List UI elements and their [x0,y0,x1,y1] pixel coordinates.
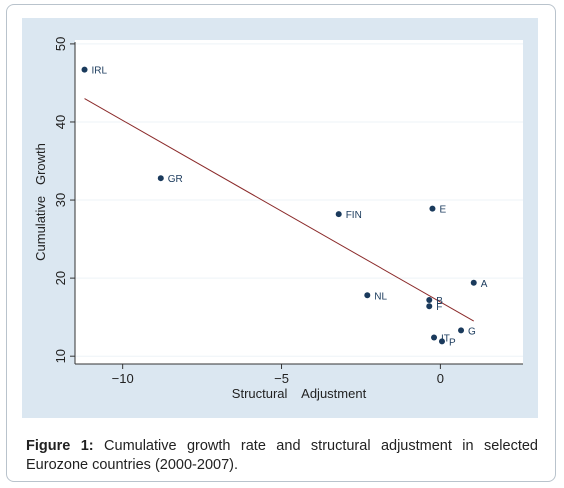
y-tick-label: 20 [53,271,68,285]
point-label-f: F [436,302,442,313]
x-axis-title: Structural Adjustment [232,386,367,401]
y-tick-label: 10 [53,349,68,363]
point-label-nl: NL [374,291,387,302]
point-nl [364,292,371,299]
point-fin [335,211,342,218]
y-tick-label: 40 [53,115,68,129]
point-label-p: P [449,337,456,348]
y-axis-title: Cumulative Growth [33,143,48,261]
chart-panel: 10 20 30 40 50 −10 −5 0 Structural Adjustment Cum… [22,18,538,418]
point-label-irl: IRL [92,66,108,77]
figure-caption: Figure 1: Cumulative growth rate and str… [26,437,538,475]
point-it [431,334,438,341]
caption-text: Cumulative growth rate and structural ad… [26,438,538,473]
scatter-chart: 10 20 30 40 50 −10 −5 0 Structural Adjustment Cum… [33,37,523,401]
point-p [438,338,445,345]
point-a [470,279,477,286]
caption-label: Figure 1: [26,438,94,454]
point-label-g: G [468,326,476,337]
point-f [426,303,433,310]
y-tick-label: 30 [53,193,68,207]
point-label-b: B [436,296,443,307]
point-e [429,205,436,212]
x-tick-label: −10 [112,371,134,386]
point-label-e: E [439,205,446,216]
point-gr [157,175,164,182]
y-tick-label: 50 [53,37,68,51]
point-label-fin: FIN [346,210,362,221]
point-irl [81,66,88,73]
point-label-a: A [481,279,488,290]
point-g [458,327,465,334]
point-label-it: IT [441,333,450,344]
x-tick-label: −5 [274,371,289,386]
x-tick-label: 0 [437,371,444,386]
plot-area [75,40,523,364]
point-b [426,296,433,303]
point-label-gr: GR [168,174,183,185]
fit-line [84,98,474,322]
